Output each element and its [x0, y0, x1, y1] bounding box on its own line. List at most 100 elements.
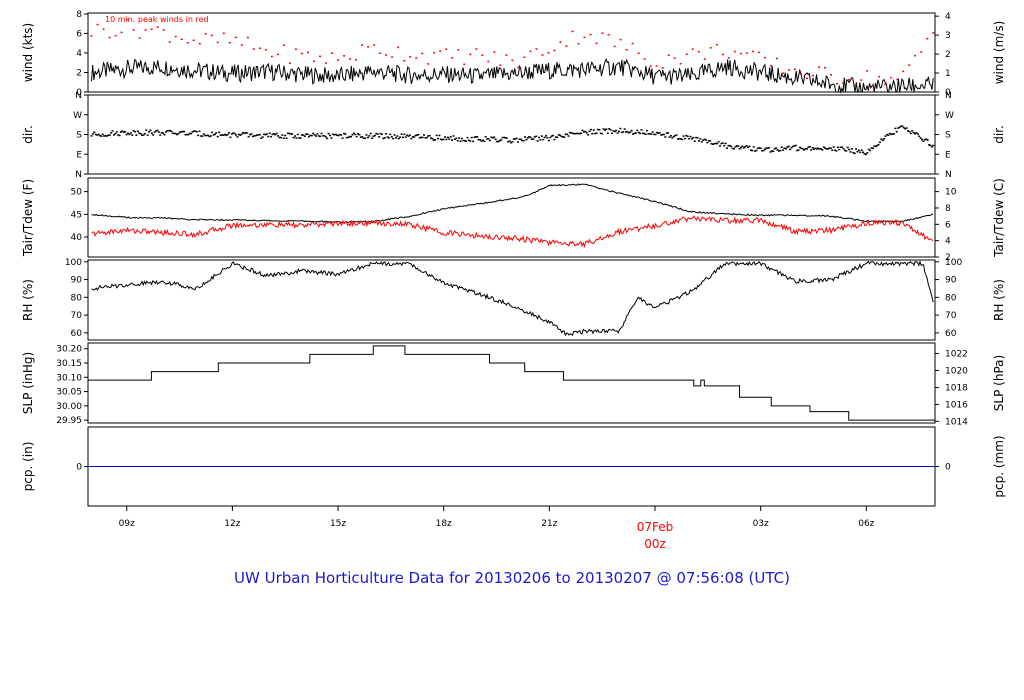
dir-right-tick-label: N [945, 91, 952, 101]
wind-series-red-point [655, 65, 658, 67]
dir-series-black-point [149, 129, 152, 131]
dir-series-black-point [797, 149, 800, 151]
dir-series-black-point [473, 136, 476, 139]
dir-series-black-point [392, 137, 395, 140]
dir-series-black-point [834, 149, 837, 151]
wind-series-red-point [493, 51, 496, 53]
dir-series-black-point [257, 134, 260, 136]
dir-series-black-point [777, 150, 780, 152]
wind-series-red-point [872, 84, 875, 87]
dir-series-black-point [285, 137, 288, 140]
dir-series-black-point [206, 134, 209, 137]
dir-series-black-point [177, 132, 180, 135]
dir-series-black-point [625, 131, 628, 133]
dir-left-tick-label: N [75, 91, 82, 101]
dir-series-black-point [444, 136, 447, 138]
dir-series-black-point [254, 134, 257, 137]
wind-series-red-point [276, 53, 279, 56]
wind-series-red-point [589, 33, 592, 36]
dir-series-black-point [639, 132, 642, 135]
slp-right-tick-label: 1022 [945, 350, 968, 360]
wind-series-red-point [481, 54, 484, 57]
dir-series-black-point [752, 146, 755, 148]
dir-series-black-point [265, 133, 268, 135]
dir-series-black-point [223, 133, 226, 136]
dir-series-black-point [653, 133, 656, 136]
dir-series-black-point [923, 138, 926, 141]
dir-series-black-point [134, 130, 137, 133]
slp-left-tick-label: 29.95 [56, 416, 82, 426]
dir-series-black-point [157, 131, 160, 133]
wind-series-red-point [583, 36, 586, 39]
dir-series-black-point [836, 146, 839, 149]
dir-series-black-point [376, 133, 379, 135]
dir-series-black-point [905, 127, 908, 129]
dir-series-black-point [859, 151, 862, 154]
dir-series-black-point [846, 146, 849, 149]
dir-series-black-point [105, 135, 108, 137]
wind-series-red-point [697, 50, 700, 53]
wind-series-red-point [475, 48, 478, 50]
dir-series-black-point [827, 148, 830, 150]
dir-series-black-point [368, 135, 371, 137]
dir-series-black-point [791, 145, 794, 148]
dir-series-black-point [730, 145, 733, 148]
dir-series-black-point [930, 146, 933, 148]
wind-series-red-point [848, 78, 851, 81]
dir-series-black-point [683, 137, 686, 140]
dir-series-black-point [901, 125, 904, 127]
dir-series-black-point [124, 131, 127, 133]
dir-series-black-point [566, 133, 569, 135]
dir-series-black-point [564, 133, 567, 136]
dir-series-black-point [282, 137, 285, 139]
dir-series-black-point [487, 138, 490, 140]
dir-series-black-point [184, 133, 187, 136]
dir-series-black-point [894, 127, 897, 130]
dir-series-black-point [817, 147, 820, 150]
dir-series-black-point [511, 141, 514, 143]
dir-series-black-point [519, 138, 522, 141]
dir-series-black-point [272, 133, 275, 135]
wind-series-red-point [288, 62, 291, 64]
dir-series-black-point [401, 136, 404, 139]
slp-frame [87, 342, 936, 424]
dir-series-black-point [420, 136, 423, 139]
dir-series-black-point [404, 136, 407, 138]
dir-series-black-point [911, 130, 914, 132]
dir-series-black-point [456, 139, 459, 142]
dir-series-black-point [484, 136, 487, 138]
dir-series-black-point [568, 131, 571, 134]
dir-series-black-point [550, 135, 553, 137]
dir-series-black-point [126, 132, 129, 135]
dir-series-black-point [599, 132, 602, 135]
dir-series-black-point [776, 149, 779, 151]
wind-series-red-point [415, 57, 418, 59]
dir-series-black-point [414, 134, 417, 137]
dir-series-black-point [860, 149, 863, 151]
wind-series-red-point [397, 46, 400, 49]
wind-series-red-point [896, 78, 899, 81]
dir-series-black-point [637, 131, 640, 134]
wind-series-red-point [457, 49, 460, 51]
dir-series-black-point [737, 145, 740, 147]
dir-series-black-point [453, 138, 456, 141]
time-tick-label: 18z [436, 519, 452, 529]
wind-left-tick-label: 8 [76, 10, 82, 20]
dir-series-black-point [644, 133, 647, 136]
wind-series-red-point [240, 44, 243, 46]
dir-series-black-point [709, 140, 712, 142]
dir-series-black-point [560, 135, 563, 138]
dir-series-black-point [198, 130, 201, 133]
dir-series-black-point [769, 151, 772, 153]
dir-series-black-point [731, 147, 734, 150]
wind-left-tick-label: 6 [76, 29, 82, 39]
dir-series-black-point [805, 148, 808, 150]
dir-series-black-point [842, 147, 845, 150]
dir-series-black-point [208, 135, 211, 138]
dir-series-black-point [591, 132, 594, 135]
dir-series-black-point [595, 132, 598, 134]
dir-series-black-point [820, 148, 823, 150]
rh-series-black [91, 259, 934, 337]
dir-series-black-point [704, 139, 707, 141]
rh-right-tick-label: 70 [945, 311, 957, 321]
